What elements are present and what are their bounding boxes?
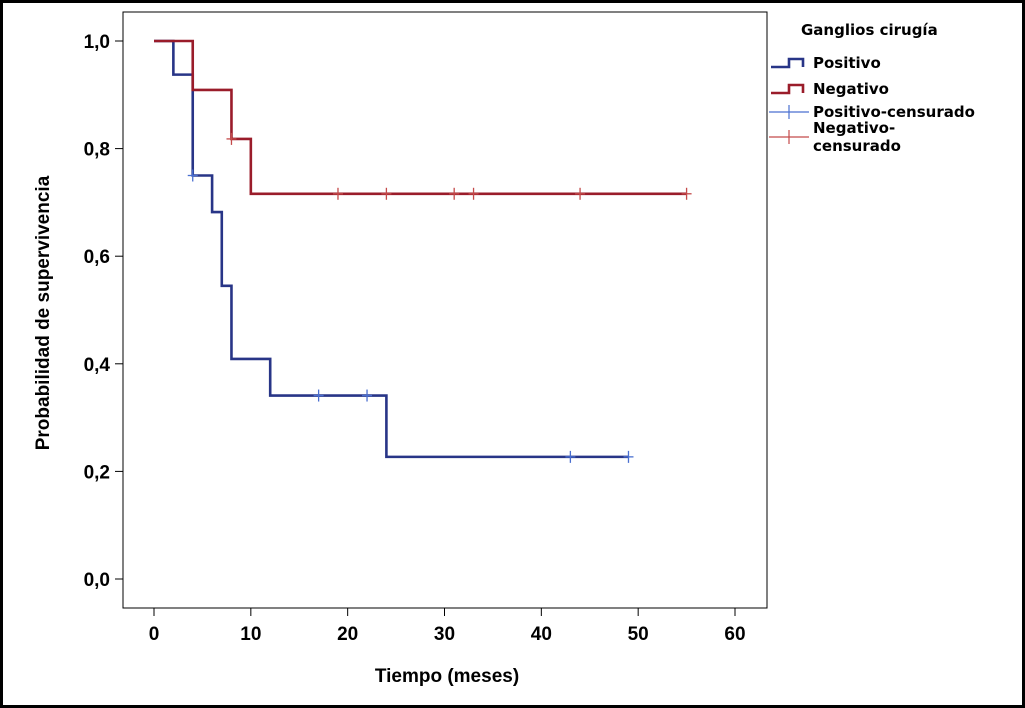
legend-label: Negativo- (813, 119, 895, 137)
legend-swatch (771, 57, 805, 69)
x-tick-label: 10 (240, 624, 261, 645)
chart-frame: 0 10 20 30 40 50 60 0,0 0,2 0,4 0,6 0,8 1,0 Tiempo (… (3, 3, 1022, 705)
legend-title: Ganglios cirugía (801, 21, 938, 39)
legend-item: Positivo (771, 54, 881, 72)
legend-swatch (771, 83, 805, 95)
x-tick-label: 40 (531, 624, 552, 645)
series-negativo (154, 39, 692, 200)
x-tick-label: 0 (149, 624, 160, 645)
series-layer (154, 39, 692, 463)
survival-curve-positivo (154, 39, 629, 459)
y-tick-label: 0,0 (84, 570, 110, 591)
legend-item: Negativo (771, 80, 889, 98)
x-tick-label: 50 (628, 624, 649, 645)
x-tick-label: 20 (337, 624, 358, 645)
y-tick-label: 0,6 (84, 247, 110, 268)
survival-curve-negativo (154, 39, 687, 196)
km-survival-chart: 0 10 20 30 40 50 60 0,0 0,2 0,4 0,6 0,8 1,0 Tiempo (… (33, 11, 975, 687)
y-tick-label: 0,8 (84, 140, 110, 161)
x-tick-label: 30 (434, 624, 455, 645)
legend-label: Positivo (813, 54, 881, 72)
y-axis-title: Probabilidad de supervivencia (33, 175, 54, 450)
x-tick-label: 60 (724, 624, 745, 645)
legend-label: Negativo (813, 80, 889, 98)
legend-label: Positivo-censurado (813, 103, 975, 121)
series-positivo (154, 39, 634, 463)
y-tick-label: 0,2 (84, 462, 110, 483)
axes: 0 10 20 30 40 50 60 0,0 0,2 0,4 0,6 0,8 1,0 (84, 11, 768, 645)
legend: Ganglios cirugía Positivo Negativo Positivo… (769, 21, 975, 155)
legend-label: censurado (813, 137, 901, 155)
plot-border (122, 11, 768, 609)
legend-item: Positivo-censurado (769, 103, 975, 121)
x-axis-title: Tiempo (meses) (375, 666, 519, 687)
y-tick-label: 0,4 (84, 355, 111, 376)
legend-item: Negativo-censurado (769, 119, 901, 155)
y-tick-label: 1,0 (84, 32, 110, 53)
